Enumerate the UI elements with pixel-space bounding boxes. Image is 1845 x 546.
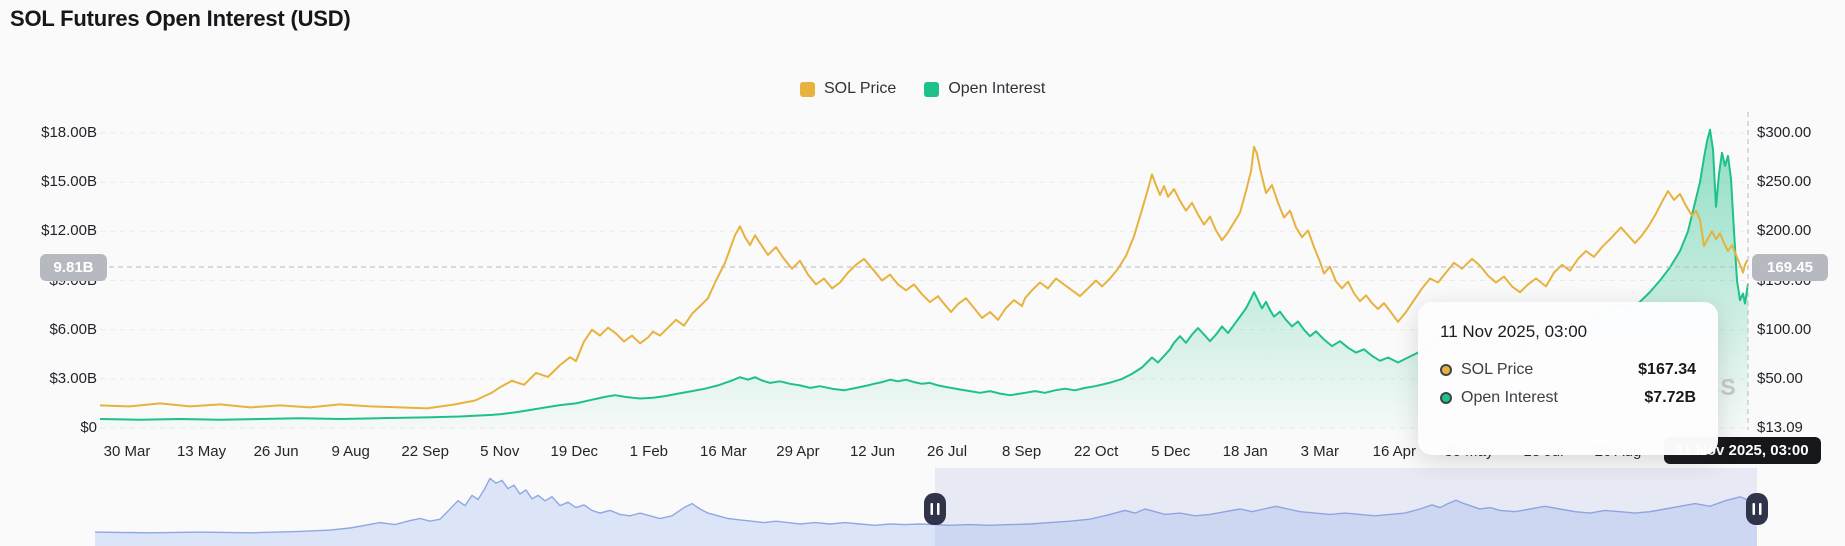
tooltip-row-sol-price: SOL Price $167.34 — [1440, 361, 1696, 379]
x-axis-tick-label: 26 Jul — [927, 443, 968, 460]
x-axis-tick-label: 16 Mar — [700, 443, 747, 460]
x-axis-tick-label: 22 Sep — [401, 443, 449, 460]
left-axis-tick-label: $12.00B — [41, 222, 97, 240]
left-axis-tick-label: $6.00B — [49, 320, 97, 338]
x-axis-tick-label: 18 Jan — [1222, 443, 1268, 460]
x-axis-tick-label: 3 Mar — [1300, 443, 1339, 460]
x-axis-tick-label: 13 May — [176, 443, 227, 460]
x-axis-tick-label: 19 Dec — [550, 443, 599, 460]
x-axis-tick-label: 9 Aug — [331, 443, 370, 460]
page-title: SOL Futures Open Interest (USD) — [10, 6, 351, 31]
legend-item-open-interest[interactable]: Open Interest — [924, 80, 1045, 98]
grip-lines-icon — [1752, 503, 1755, 515]
right-axis-tick-label: $100.00 — [1757, 320, 1812, 338]
x-axis-tick-label: 26 Jun — [253, 443, 299, 460]
x-axis-tick-label: 12 Jun — [849, 443, 896, 460]
x-axis-tick-label: 1 Feb — [629, 443, 669, 460]
tooltip: 11 Nov 2025, 03:00 SOL Price $167.34 Ope… — [1418, 302, 1718, 455]
left-axis-tick-label: $15.00B — [41, 173, 97, 191]
x-axis-tick-label: 22 Oct — [1074, 443, 1119, 460]
legend: SOL Price Open Interest — [800, 80, 1045, 98]
legend-label: SOL Price — [824, 80, 897, 97]
navigator-line — [94, 477, 1758, 534]
grip-lines-icon — [937, 503, 940, 515]
left-axis-tick-label: $18.00B — [41, 124, 97, 141]
tooltip-row-open-interest: Open Interest $7.72B — [1440, 389, 1696, 407]
open-interest-area — [100, 129, 1748, 430]
right-axis-tick-label: $13.09 — [1757, 419, 1803, 437]
x-axis-tick-label: 5 Dec — [1151, 443, 1191, 460]
right-axis-value-badge: 169.45 — [1752, 254, 1828, 281]
legend-label: Open Interest — [948, 80, 1046, 97]
left-axis-tick-label: $0 — [80, 419, 97, 437]
open-interest-swatch-icon — [924, 81, 940, 97]
right-axis-tick-label: $200.00 — [1757, 222, 1812, 240]
brush-selection[interactable] — [935, 468, 1757, 546]
x-axis-tick-label: 16 Apr — [1372, 443, 1417, 460]
x-axis-tick-label: 29 Apr — [776, 443, 820, 460]
sol-price-dot-icon — [1440, 364, 1452, 376]
left-axis-value-badge: 9.81B — [40, 254, 107, 281]
open-interest-dot-icon — [1440, 392, 1452, 404]
navigator-area — [95, 478, 1757, 546]
brush-handle-right[interactable] — [1746, 493, 1768, 525]
left-axis-tick-label: $3.00B — [49, 369, 97, 387]
sol-price-line — [99, 145, 1749, 410]
brush-handle-left[interactable] — [924, 493, 946, 525]
x-axis-tick-label: 30 Mar — [103, 443, 151, 460]
grip-lines-icon — [1759, 503, 1762, 515]
right-axis-tick-label: $300.00 — [1757, 124, 1812, 141]
legend-item-sol-price[interactable]: SOL Price — [800, 80, 896, 98]
right-axis-tick-label: $250.00 — [1757, 173, 1812, 191]
tooltip-date: 11 Nov 2025, 03:00 — [1440, 322, 1588, 341]
sol-price-swatch-icon — [800, 81, 815, 97]
grip-lines-icon — [930, 503, 933, 515]
x-axis-tick-label: 5 Nov — [480, 443, 520, 460]
right-axis-tick-label: $50.00 — [1757, 369, 1803, 387]
x-axis-tick-label: 8 Sep — [1001, 443, 1042, 460]
